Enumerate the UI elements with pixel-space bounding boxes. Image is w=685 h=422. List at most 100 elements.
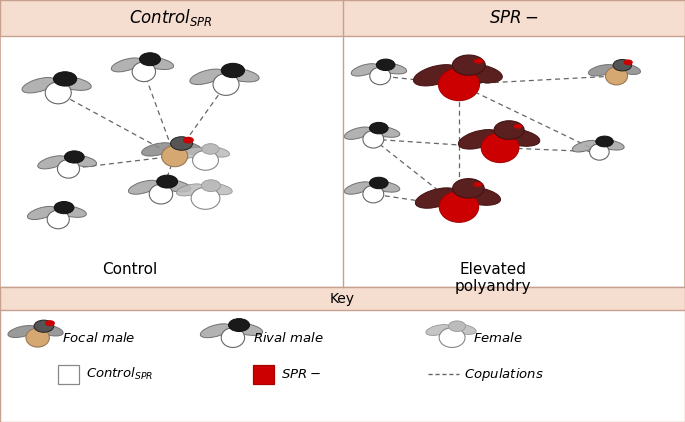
Ellipse shape [474,59,484,64]
Bar [0,0,685,36]
Bar [58,365,79,384]
Text: Elevated
polyandry: Elevated polyandry [455,262,532,294]
Text: $\it{SPR-}$: $\it{SPR-}$ [281,368,321,381]
Ellipse shape [439,191,479,222]
Circle shape [623,60,633,65]
Ellipse shape [363,185,384,203]
Ellipse shape [606,67,627,85]
Ellipse shape [588,65,616,76]
Ellipse shape [426,325,451,335]
Circle shape [201,180,221,192]
Circle shape [449,321,466,332]
Circle shape [202,143,219,154]
Ellipse shape [55,206,86,217]
Ellipse shape [371,126,400,137]
Bar [0,287,685,310]
Ellipse shape [179,147,205,158]
Ellipse shape [55,77,91,90]
Circle shape [494,121,524,139]
Circle shape [183,137,194,143]
Ellipse shape [141,57,173,70]
Ellipse shape [572,141,598,152]
Circle shape [229,319,249,332]
Text: $\it{Copulations}$: $\it{Copulations}$ [464,366,544,383]
Ellipse shape [597,140,624,150]
Ellipse shape [38,156,66,169]
Ellipse shape [363,130,384,148]
Ellipse shape [34,324,63,336]
Text: Control: Control [103,262,158,277]
Ellipse shape [128,180,159,194]
Circle shape [613,60,632,71]
Ellipse shape [142,143,173,156]
Ellipse shape [200,324,231,338]
Circle shape [369,177,388,189]
Ellipse shape [213,73,239,95]
Text: $\it{SPR-}$: $\it{SPR-}$ [489,9,538,27]
Ellipse shape [27,206,56,219]
Ellipse shape [223,68,259,82]
Ellipse shape [190,69,224,84]
Ellipse shape [450,324,476,334]
Circle shape [64,151,84,163]
Circle shape [140,53,160,66]
Ellipse shape [176,184,205,196]
Ellipse shape [149,184,173,204]
Circle shape [45,320,55,326]
Ellipse shape [132,62,155,81]
Ellipse shape [473,182,482,187]
Ellipse shape [192,151,219,170]
Ellipse shape [481,133,519,162]
Circle shape [221,63,245,78]
Ellipse shape [58,160,79,178]
Ellipse shape [371,181,400,192]
Circle shape [54,201,74,214]
Ellipse shape [221,328,245,347]
Ellipse shape [345,127,371,139]
Ellipse shape [345,182,371,194]
Ellipse shape [22,78,56,93]
Ellipse shape [455,187,501,206]
Ellipse shape [47,210,69,229]
Ellipse shape [351,64,378,76]
Ellipse shape [8,325,36,338]
Circle shape [369,122,388,134]
Ellipse shape [514,124,523,129]
Circle shape [453,179,484,198]
Ellipse shape [66,155,97,167]
Text: $\it{Female}$: $\it{Female}$ [473,330,523,345]
Ellipse shape [378,63,407,74]
Circle shape [53,72,77,86]
Circle shape [376,59,395,70]
Ellipse shape [158,180,190,192]
Ellipse shape [613,63,640,74]
Ellipse shape [497,129,540,146]
Ellipse shape [111,58,142,72]
Ellipse shape [230,323,262,335]
Text: Key: Key [330,292,355,306]
Circle shape [157,175,177,188]
Circle shape [596,136,613,147]
Bar [0,287,685,422]
Text: $\it{Control}_{SPR}$: $\it{Control}_{SPR}$ [86,366,153,382]
Ellipse shape [455,64,502,83]
Bar [253,365,274,384]
Ellipse shape [370,67,390,85]
Text: $\it{Rival\ male}$: $\it{Rival\ male}$ [253,330,325,345]
Ellipse shape [171,141,203,154]
Circle shape [452,55,485,75]
Ellipse shape [203,183,232,195]
Ellipse shape [203,147,229,157]
Ellipse shape [438,68,480,100]
Ellipse shape [26,328,49,347]
Circle shape [171,137,192,150]
Circle shape [34,320,53,332]
Ellipse shape [45,82,71,104]
Ellipse shape [414,65,458,86]
Ellipse shape [415,188,458,208]
Ellipse shape [590,143,609,160]
Ellipse shape [439,328,465,347]
Ellipse shape [162,146,188,167]
Ellipse shape [191,187,220,209]
Ellipse shape [458,130,499,149]
